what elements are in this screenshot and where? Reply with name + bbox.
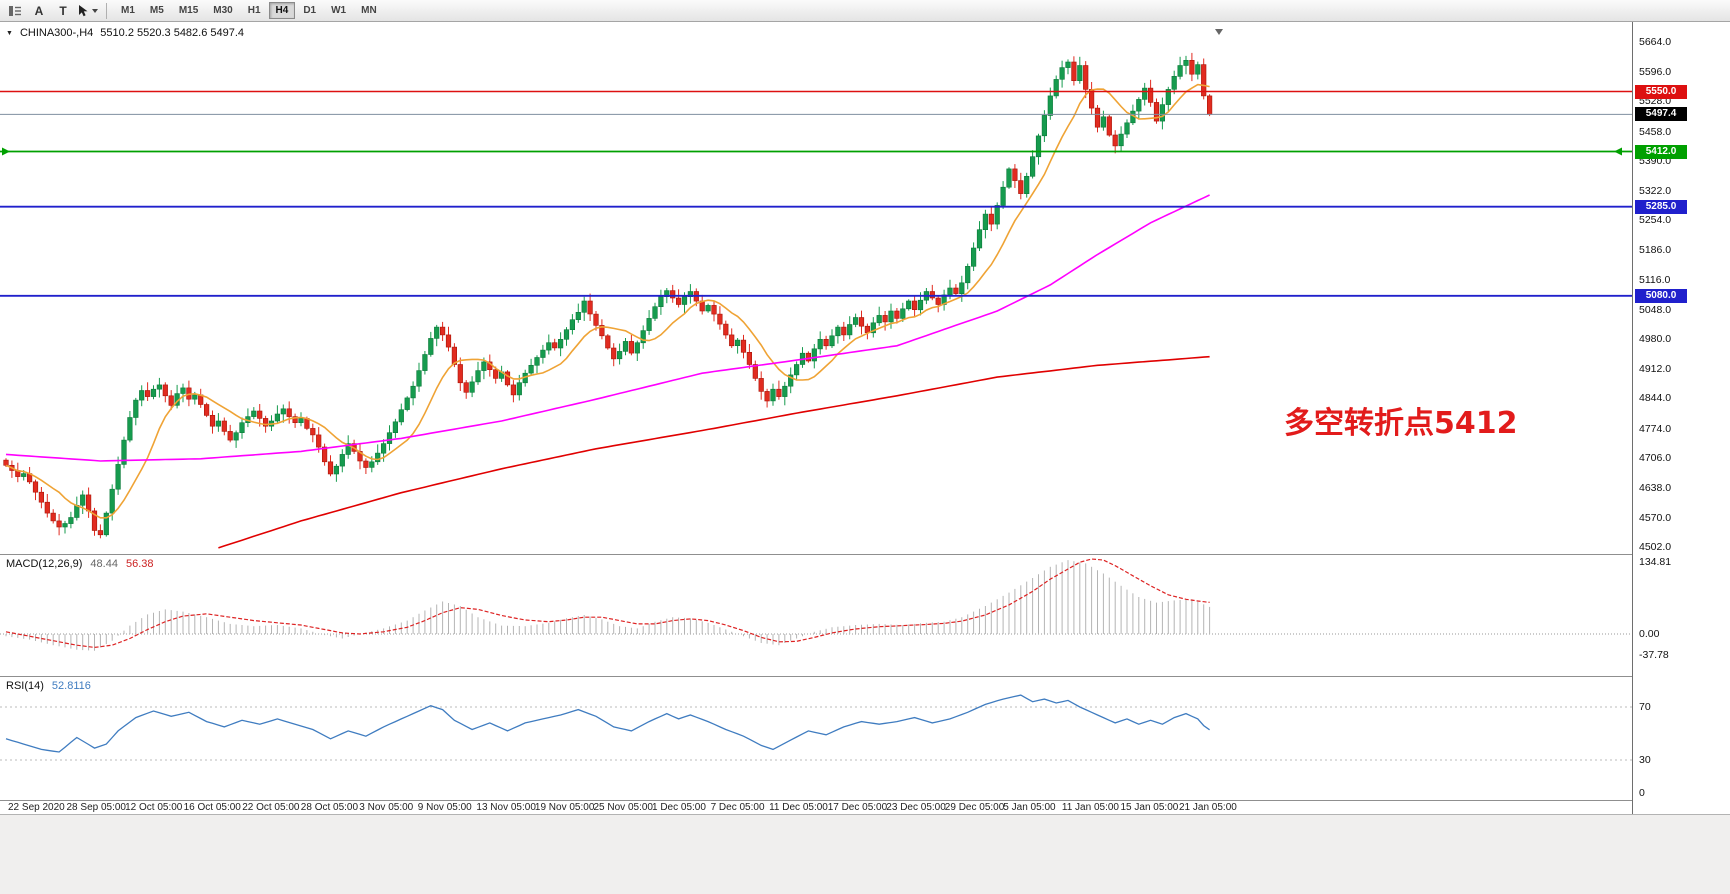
time-axis-label: 11 Jan 05:00: [1061, 802, 1119, 813]
time-axis-label: 5 Jan 05:00: [1003, 802, 1056, 813]
price-axis-label: 5186.0: [1639, 243, 1672, 256]
chart-annotation-text[interactable]: 多空转折点5412: [1284, 406, 1518, 441]
time-axis-label: 3 Nov 05:00: [359, 802, 414, 813]
level-price-tag: 5550.0: [1635, 84, 1687, 99]
cursor-tool-button[interactable]: [76, 2, 99, 20]
price-axis-label: 4844.0: [1639, 392, 1672, 405]
time-axis-label: 23 Dec 05:00: [886, 802, 946, 813]
price-axis-label: 4980.0: [1639, 333, 1672, 346]
timeframe-h4-button[interactable]: H4: [268, 2, 296, 19]
price-axis-label: 4774.0: [1639, 422, 1672, 435]
time-axis-label: 22 Sep 2020: [8, 802, 65, 813]
time-axis-label: 17 Dec 05:00: [827, 802, 888, 813]
price-axis-label: 5048.0: [1639, 303, 1672, 316]
macd-value-signal: 56.38: [125, 558, 154, 570]
timeframe-h1-button[interactable]: H1: [247, 5, 261, 16]
time-axis[interactable]: 22 Sep 2020 28 Sep 05:00 12 Oct 05:00 16 Oc…: [0, 801, 1632, 814]
timeframe-toolbar: M1 M5 M15 M30 H1 H4 D1 W1 MN: [114, 2, 384, 19]
time-axis-label: 21 Jan 05:00: [1179, 802, 1237, 813]
price-axis-label: 4570.0: [1639, 511, 1672, 524]
macd-axis-label: -37.78: [1639, 649, 1669, 662]
price-axis-label: 5116.0: [1639, 274, 1671, 287]
price-axis-label: 5458.0: [1639, 125, 1672, 138]
macd-title: MACD(12,26,9): [6, 558, 83, 570]
rsi-panel[interactable]: RSI(14) 52.8116: [0, 677, 1632, 800]
timeframe-m1-button[interactable]: M1: [121, 5, 135, 16]
panel-splitter-bottom: [0, 800, 1730, 801]
rsi-chart: [0, 694, 1632, 761]
macd-panel[interactable]: MACD(12,26,9) 48.44 56.38: [0, 555, 1632, 676]
price-axis-label: 5596.0: [1639, 65, 1672, 78]
price-axis[interactable]: 5664.0 5596.0 5528.0 5458.0 5390.0 5322.0 5254…: [1633, 22, 1730, 814]
chart-list-button[interactable]: [4, 2, 26, 20]
toolbar-separator: [106, 2, 107, 19]
level-price-tag: 5080.0: [1635, 288, 1687, 303]
price-axis-separator: [1632, 22, 1633, 814]
text-annotation-button[interactable]: A: [34, 3, 44, 18]
ohlc-values: 5510.2 5520.3 5482.6 5497.4: [100, 27, 245, 39]
time-axis-label: 12 Oct 05:00: [125, 802, 183, 813]
time-axis-label: 13 Nov 05:00: [476, 802, 536, 813]
price-axis-label: 4706.0: [1639, 452, 1672, 465]
macd-axis-label: 134.81: [1639, 556, 1672, 568]
time-axis-label: 28 Sep 05:00: [66, 802, 127, 813]
level-price-tag: 5412.0: [1635, 144, 1687, 159]
text-label-button[interactable]: T: [59, 3, 67, 18]
timeframe-m30-button[interactable]: M30: [213, 5, 233, 16]
current-price-tag: 5497.4: [1635, 107, 1687, 122]
price-axis-label: 4638.0: [1639, 481, 1672, 494]
panel-splitter-macd[interactable]: [0, 554, 1730, 555]
timeframe-m15-button[interactable]: M15: [178, 5, 199, 16]
time-axis-label: 29 Dec 05:00: [944, 802, 1005, 813]
panel-splitter-rsi[interactable]: [0, 676, 1730, 677]
timeframe-mn-button[interactable]: MN: [361, 5, 377, 16]
cursor-icon: [79, 5, 88, 17]
main-chart-panel[interactable]: ▼ CHINA300-,H4 5510.2 5520.3 5482.6 5497…: [0, 22, 1632, 554]
time-axis-label: 15 Jan 05:00: [1120, 802, 1179, 813]
rsi-axis-label: 70: [1639, 701, 1651, 713]
time-axis-label: 25 Nov 05:00: [593, 802, 654, 813]
macd-axis-label: 0.00: [1639, 628, 1660, 640]
price-axis-label: 5254.0: [1639, 214, 1672, 227]
timeframe-d1-button[interactable]: D1: [303, 5, 317, 16]
workspace-background: [0, 814, 1730, 894]
symbol-timeframe-label: CHINA300-,H4: [19, 27, 94, 39]
time-axis-label: 22 Oct 05:00: [242, 802, 300, 813]
chart-list-icon: [9, 5, 21, 16]
candlestick-chart[interactable]: [0, 22, 1632, 554]
time-axis-label: 11 Dec 05:00: [769, 802, 828, 813]
collapse-triangle-icon: ▼: [6, 29, 13, 37]
toolbar: A T M1 M5 M15 M30 H1 H4 D1 W1 MN: [0, 0, 1730, 22]
time-axis-label: 19 Nov 05:00: [534, 802, 595, 813]
dropdown-caret-icon: [92, 8, 98, 13]
timeframe-m5-button[interactable]: M5: [149, 5, 164, 16]
symbol-info-line: ▼ CHINA300-,H4 5510.2 5520.3 5482.6 5497…: [6, 27, 244, 39]
time-axis-label: 7 Dec 05:00: [710, 802, 765, 813]
price-axis-label: 5322.0: [1639, 184, 1672, 197]
macd-value-main: 48.44: [90, 558, 118, 570]
macd-chart: [0, 558, 1632, 651]
time-axis-label: 28 Oct 05:00: [300, 802, 359, 813]
level-price-tag: 5285.0: [1635, 199, 1687, 214]
price-axis-label: 4912.0: [1639, 362, 1672, 375]
rsi-header: RSI(14) 52.8116: [6, 680, 91, 692]
rsi-title: RSI(14): [6, 680, 44, 692]
rsi-axis-label: 0: [1639, 787, 1645, 799]
price-axis-label: 5664.0: [1639, 36, 1672, 48]
price-axis-label: 4502.0: [1639, 541, 1672, 553]
macd-header: MACD(12,26,9) 48.44 56.38: [6, 558, 153, 570]
time-axis-label: 1 Dec 05:00: [652, 802, 706, 813]
rsi-axis-label: 30: [1639, 754, 1651, 766]
timeframe-w1-button[interactable]: W1: [331, 5, 347, 16]
time-axis-label: 9 Nov 05:00: [417, 802, 472, 813]
rsi-value: 52.8116: [51, 680, 91, 692]
time-axis-label: 16 Oct 05:00: [183, 802, 241, 813]
